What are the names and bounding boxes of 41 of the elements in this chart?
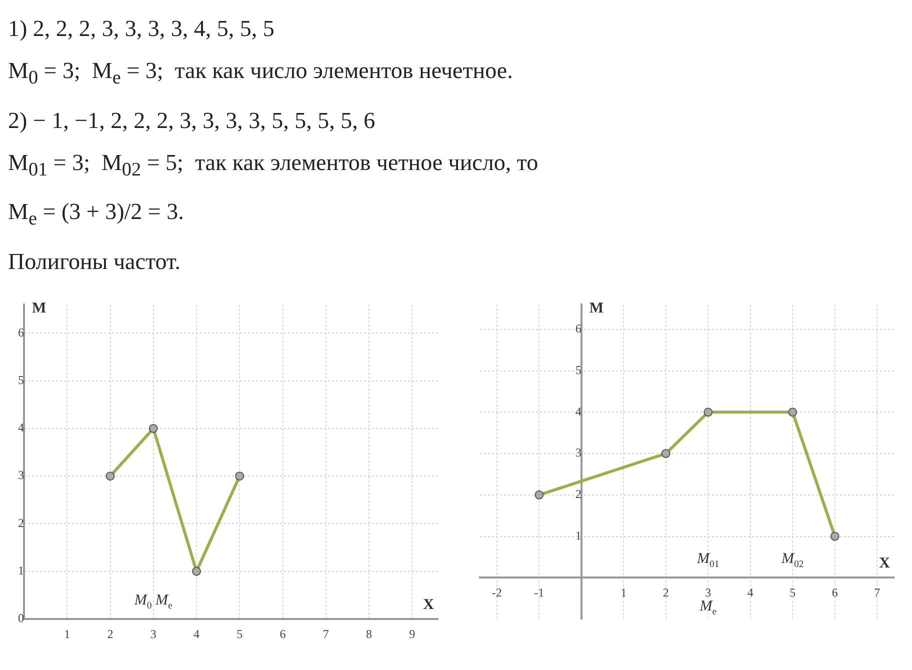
x-tick-label: 5 [790,585,796,600]
x-tick-label: 8 [366,626,372,641]
y-tick-label: 1 [18,563,24,578]
x-tick-label: 4 [747,585,754,600]
y-tick-label: 5 [18,372,24,387]
y-tick-label: 4 [575,404,582,418]
text: M$_{01}$ = 3; M$_{02}$ = 5; так как элементов четное число, то [8,148,540,182]
x-tick-label: 2 [662,585,669,600]
y-tick-label: 3 [18,468,24,482]
y-tick-label: 6 [18,325,24,340]
y-axis-title: M [32,300,46,316]
text: M$_{0}$ = 3; M$_{e}$ = 3; так как число элементов нечетное. [8,57,514,91]
y-tick-label: 2 [575,486,582,501]
x-tick-label: 9 [409,626,416,641]
x-tick-label: 6 [280,626,286,641]
y-axis-title: M [589,300,604,316]
x-tick-label: 3 [705,585,712,600]
x-tick-label: 3 [150,626,156,641]
x-tick-label: 6 [832,585,838,600]
y-tick-label: 2 [18,516,24,530]
y-tick-label: 5 [575,362,582,377]
x-tick-label: 1 [620,585,627,600]
y-tick-label: 1 [575,528,582,542]
x-tick-label: 7 [322,626,329,641]
text: M$_{e}$ = (3 + 3)/2 = 3. [8,198,185,232]
y-tick-label: 3 [575,445,582,460]
text: 2) − 1, −1, 2, 2, 2, 3, 3, 3, 3, 5, 5, 5, 5, 6 [8,106,376,135]
text: 1) 2, 2, 2, 3, 3, 3, 3, 4, 5, 5, 5 [8,15,276,43]
y-tick-label: 0 [18,610,24,625]
x-axis-title: X [423,596,434,613]
x-axis-title: X [879,555,890,572]
y-tick-label: 6 [575,321,582,336]
x-tick-label: 5 [236,626,243,641]
x-tick-label: 1 [64,626,70,641]
text: Полигоны частот. [8,248,182,276]
x-tick-label: 7 [874,585,880,600]
y-tick-label: 4 [18,420,24,434]
x-tick-label: -2 [492,585,502,600]
x-tick-label: 2 [107,626,114,641]
x-tick-label: 4 [194,626,200,641]
x-tick-label: -1 [534,585,544,600]
